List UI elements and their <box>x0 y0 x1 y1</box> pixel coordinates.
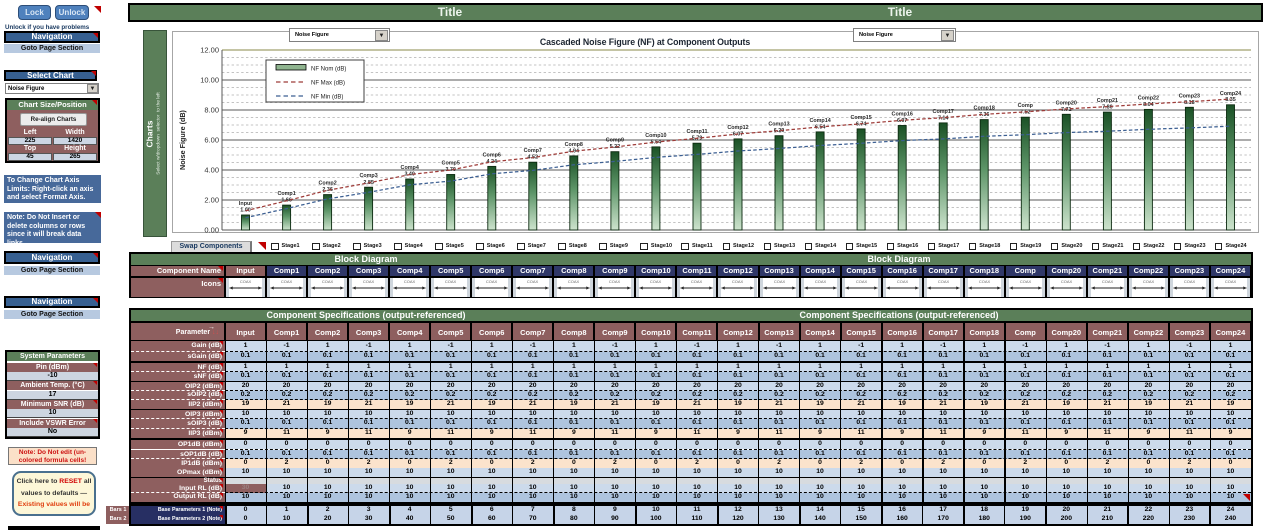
svg-text:Comp15: Comp15 <box>850 115 871 121</box>
svg-text:8.04: 8.04 <box>1143 102 1154 108</box>
svg-text:COAX: COAX <box>691 279 703 284</box>
svg-text:3.70: 3.70 <box>445 167 456 173</box>
svg-text:NF Max (dB): NF Max (dB) <box>311 81 345 87</box>
svg-text:COAX: COAX <box>281 279 293 284</box>
svg-text:7.14: 7.14 <box>938 115 949 121</box>
svg-text:COAX: COAX <box>240 279 252 284</box>
svg-text:Comp12: Comp12 <box>727 125 748 131</box>
svg-text:COAX: COAX <box>404 279 416 284</box>
svg-text:Comp18: Comp18 <box>974 106 995 112</box>
svg-text:COAX: COAX <box>609 279 621 284</box>
svg-text:Comp22: Comp22 <box>1138 95 1159 101</box>
svg-text:Comp7: Comp7 <box>524 148 542 154</box>
svg-text:Comp4: Comp4 <box>401 165 419 171</box>
svg-text:5.22: 5.22 <box>610 144 621 150</box>
svg-text:Comp11: Comp11 <box>687 129 708 135</box>
svg-text:COAX: COAX <box>773 279 785 284</box>
svg-text:7.36: 7.36 <box>979 112 990 118</box>
svg-text:COAX: COAX <box>1102 279 1114 284</box>
svg-text:Comp6: Comp6 <box>483 152 501 158</box>
svg-text:Comp10: Comp10 <box>645 133 666 139</box>
svg-text:8.18: 8.18 <box>1184 100 1195 106</box>
svg-text:COAX: COAX <box>568 279 580 284</box>
svg-text:COAX: COAX <box>732 279 744 284</box>
svg-text:COAX: COAX <box>855 279 867 284</box>
svg-text:0.00: 0.00 <box>204 226 219 233</box>
svg-text:2.00: 2.00 <box>204 196 219 205</box>
svg-text:COAX: COAX <box>527 279 539 284</box>
svg-text:2.36: 2.36 <box>322 187 333 193</box>
svg-text:COAX: COAX <box>650 279 662 284</box>
svg-text:COAX: COAX <box>363 279 375 284</box>
svg-text:Cascaded Noise Figure (NF) at: Cascaded Noise Figure (NF) at Component … <box>540 37 751 47</box>
svg-text:Comp2: Comp2 <box>318 181 336 187</box>
svg-text:8.00: 8.00 <box>204 106 219 115</box>
svg-text:COAX: COAX <box>1184 279 1196 284</box>
svg-text:COAX: COAX <box>938 279 950 284</box>
svg-text:Comp1: Comp1 <box>277 191 295 197</box>
svg-text:10.00: 10.00 <box>200 76 219 85</box>
svg-text:Comp24: Comp24 <box>1220 91 1241 97</box>
svg-text:Comp20: Comp20 <box>1056 100 1077 106</box>
svg-text:Comp3: Comp3 <box>359 173 377 179</box>
svg-text:COAX: COAX <box>322 279 334 284</box>
svg-text:COAX: COAX <box>1143 279 1155 284</box>
svg-text:NF Min (dB): NF Min (dB) <box>311 95 343 101</box>
svg-text:Comp13: Comp13 <box>768 122 789 128</box>
svg-text:7.71: 7.71 <box>1061 107 1072 113</box>
svg-text:12.00: 12.00 <box>200 46 219 55</box>
svg-text:COAX: COAX <box>814 279 826 284</box>
svg-text:Input: Input <box>239 201 252 207</box>
svg-text:COAX: COAX <box>1061 279 1073 284</box>
svg-text:6.29: 6.29 <box>774 128 785 134</box>
svg-text:6.97: 6.97 <box>897 118 908 124</box>
svg-text:Comp9: Comp9 <box>606 138 624 144</box>
svg-text:Comp14: Comp14 <box>809 118 830 124</box>
svg-text:Noise Figure (dB): Noise Figure (dB) <box>178 109 187 170</box>
svg-text:Comp16: Comp16 <box>892 112 913 118</box>
svg-text:7.52: 7.52 <box>1020 110 1031 116</box>
svg-text:COAX: COAX <box>486 279 498 284</box>
svg-text:Comp5: Comp5 <box>442 161 460 167</box>
svg-text:Comp8: Comp8 <box>565 142 583 148</box>
svg-text:Comp21: Comp21 <box>1097 98 1118 104</box>
svg-text:COAX: COAX <box>896 279 908 284</box>
svg-text:COAX: COAX <box>445 279 457 284</box>
svg-text:Comp23: Comp23 <box>1179 93 1200 99</box>
svg-text:6.00: 6.00 <box>204 136 219 145</box>
svg-text:4.00: 4.00 <box>204 166 219 175</box>
svg-text:7.86: 7.86 <box>1102 105 1113 111</box>
svg-text:NF Nom (dB): NF Nom (dB) <box>311 67 346 73</box>
svg-text:8.35: 8.35 <box>1225 97 1236 103</box>
svg-text:COAX: COAX <box>979 279 991 284</box>
svg-text:Comp: Comp <box>1018 103 1034 109</box>
svg-text:Comp17: Comp17 <box>933 109 954 115</box>
svg-text:COAX: COAX <box>1225 279 1237 284</box>
svg-text:COAX: COAX <box>1020 279 1032 284</box>
